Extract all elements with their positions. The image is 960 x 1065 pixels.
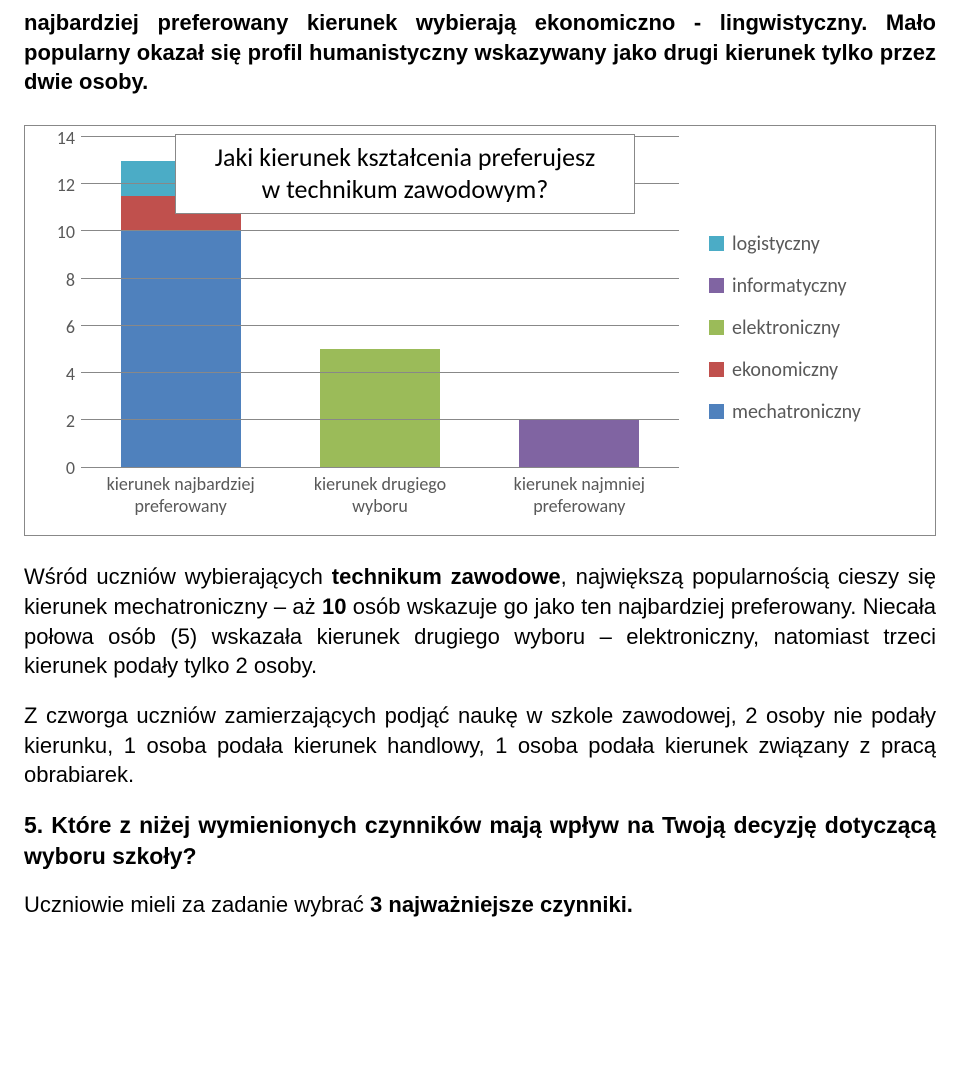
- body-paragraph-3: Uczniowie mieli za zadanie wybrać 3 najw…: [24, 890, 936, 920]
- legend-swatch: [709, 278, 724, 293]
- bar-stack: [519, 420, 639, 467]
- legend-item-informatyczny: informatyczny: [709, 274, 921, 298]
- legend-label: mechatroniczny: [732, 400, 861, 424]
- bar-segment-elektroniczny: [320, 349, 440, 467]
- legend-label: elektroniczny: [732, 316, 840, 340]
- bold-run: 10: [322, 594, 346, 619]
- y-tick-label: 10: [57, 221, 75, 243]
- grid-line: [81, 230, 679, 231]
- legend: logistyczny informatyczny elektroniczny eko…: [679, 138, 921, 517]
- bold-run: technikum zawodowe: [332, 564, 561, 589]
- grid-line: [81, 372, 679, 373]
- chart-title-line-2: w technikum zawodowym?: [184, 173, 626, 205]
- x-tick-label: kierunek najbardziejpreferowany: [81, 474, 280, 517]
- y-axis: 02468101214: [39, 138, 81, 468]
- x-tick-label: kierunek najmniejpreferowany: [480, 474, 679, 517]
- body-paragraph-2: Z czworga uczniów zamierzających podjąć …: [24, 701, 936, 790]
- legend-swatch: [709, 320, 724, 335]
- legend-swatch: [709, 362, 724, 377]
- intro-paragraph: najbardziej preferowany kierunek wybiera…: [24, 8, 936, 97]
- legend-swatch: [709, 236, 724, 251]
- y-tick-label: 4: [66, 363, 75, 385]
- chart-title: Jaki kierunek kształcenia preferujesz w …: [175, 134, 635, 214]
- legend-item-mechatroniczny: mechatroniczny: [709, 400, 921, 424]
- text-run: Wśród uczniów wybierających: [24, 564, 332, 589]
- y-tick-label: 8: [66, 269, 75, 291]
- legend-label: ekonomiczny: [732, 358, 838, 382]
- legend-item-ekonomiczny: ekonomiczny: [709, 358, 921, 382]
- chart-title-line-1: Jaki kierunek kształcenia preferujesz: [184, 141, 626, 173]
- y-tick-label: 14: [57, 127, 75, 149]
- grid-line: [81, 325, 679, 326]
- x-tick-label: kierunek drugiegowyboru: [280, 474, 479, 517]
- y-tick-label: 6: [66, 316, 75, 338]
- bar-segment-mechatroniczny: [121, 231, 241, 467]
- body-paragraph-1: Wśród uczniów wybierających technikum za…: [24, 562, 936, 681]
- grid-line: [81, 278, 679, 279]
- y-tick-label: 12: [57, 174, 75, 196]
- x-axis-labels: kierunek najbardziejpreferowanykierunek …: [81, 474, 679, 517]
- question-5-heading: 5. Które z niżej wymienionych czynników …: [24, 810, 936, 872]
- legend-label: informatyczny: [732, 274, 847, 298]
- grid-line: [81, 419, 679, 420]
- legend-swatch: [709, 404, 724, 419]
- bar-stack: [320, 349, 440, 467]
- bar-segment-informatyczny: [519, 420, 639, 467]
- legend-label: logistyczny: [732, 232, 820, 256]
- legend-item-elektroniczny: elektroniczny: [709, 316, 921, 340]
- legend-item-logistyczny: logistyczny: [709, 232, 921, 256]
- bold-run: 3 najważniejsze czynniki.: [370, 892, 633, 917]
- text-run: Uczniowie mieli za zadanie wybrać: [24, 892, 370, 917]
- chart-container: Jaki kierunek kształcenia preferujesz w …: [24, 125, 936, 536]
- y-tick-label: 2: [66, 410, 75, 432]
- y-tick-label: 0: [66, 457, 75, 479]
